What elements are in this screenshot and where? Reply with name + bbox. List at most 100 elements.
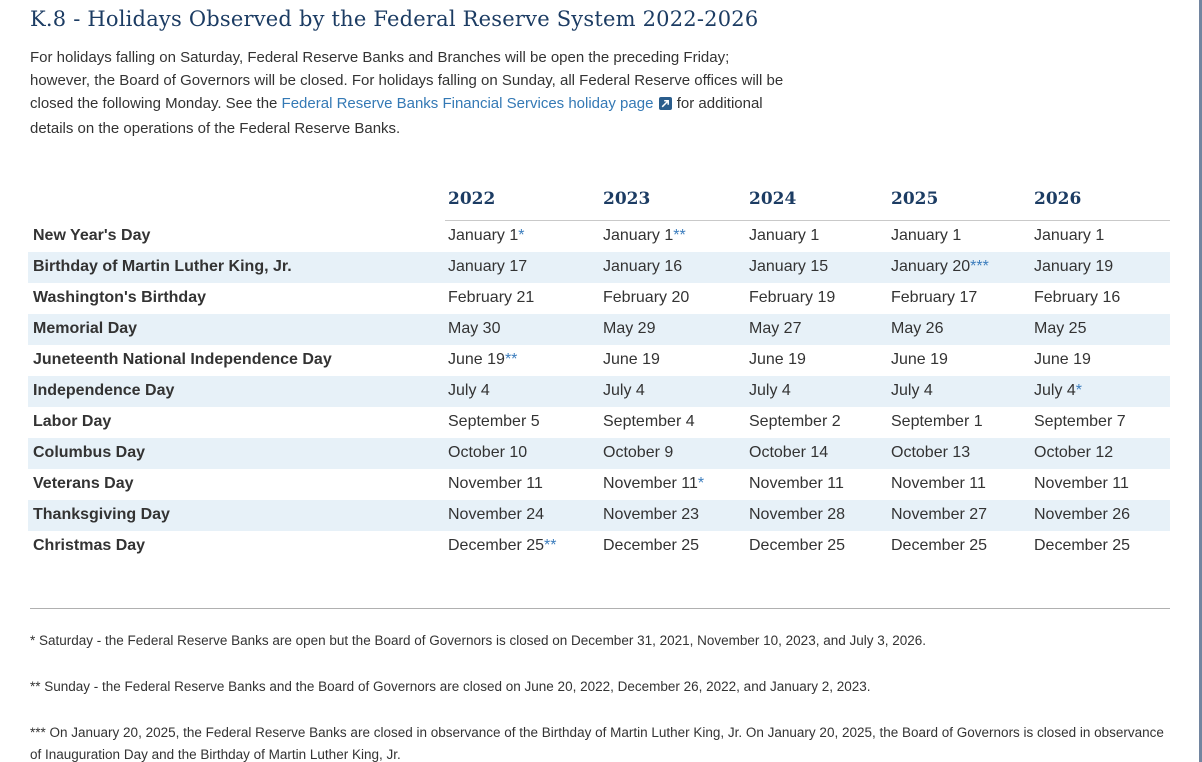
holiday-date-cell: January 1* [445, 221, 600, 252]
holiday-name-cell: Memorial Day [33, 320, 138, 337]
table-row: Veterans Day November 11 November 11* No… [28, 469, 1170, 500]
holiday-name-cell: Independence Day [33, 382, 175, 399]
intro-text-after-link: for additional details on the operations… [30, 95, 763, 137]
date-text: January 1 [448, 227, 519, 245]
holiday-date-cell: July 4 [891, 382, 933, 399]
footnote-marker-link[interactable]: * [1075, 382, 1083, 399]
intro-text: For holidays falling on Saturday, Federa… [30, 46, 792, 140]
holiday-name-cell: Labor Day [33, 413, 112, 430]
footnote-marker-link[interactable]: * [697, 475, 705, 492]
holiday-name-cell: Christmas Day [33, 537, 146, 554]
page-title: K.8 - Holidays Observed by the Federal R… [30, 7, 759, 31]
table-row: Washington's Birthday February 21 Februa… [28, 283, 1170, 314]
holiday-date-cell: October 13 [891, 444, 971, 461]
date-text: January 1 [603, 227, 674, 245]
footnote-marker-link[interactable]: * [518, 227, 525, 245]
holiday-date-cell: December 25 [749, 537, 846, 554]
year-column-header: 2026 [1031, 189, 1170, 221]
table-row: Thanksgiving Day November 24 November 23… [28, 499, 1170, 531]
holiday-date-cell: December 25 [891, 537, 988, 554]
holiday-name-cell: Columbus Day [33, 444, 146, 461]
holiday-date-cell: January 19 [1034, 258, 1114, 275]
holiday-date-cell: December 25** [445, 531, 600, 562]
holiday-date-cell: January 15 [749, 258, 829, 275]
holiday-name-cell: Juneteenth National Independence Day [33, 351, 332, 368]
holiday-date-cell: June 19 [1034, 351, 1091, 368]
year-column-header: 2022 [445, 189, 600, 221]
holiday-date-cell: January 1 [749, 227, 820, 245]
scrollbar[interactable] [1199, 0, 1202, 762]
date-text: November 11 [603, 475, 698, 492]
table-row: Juneteenth National Independence Day Jun… [28, 345, 1170, 376]
holiday-date-cell: November 28 [749, 506, 846, 523]
footnote-inauguration: *** On January 20, 2025, the Federal Res… [30, 724, 1164, 762]
date-text: June 19 [448, 351, 505, 368]
holiday-name-cell: Washington's Birthday [33, 289, 206, 306]
holiday-date-cell: January 1 [1034, 227, 1105, 245]
holiday-name-cell: Birthday of Martin Luther King, Jr. [33, 258, 292, 275]
table-row: New Year's Day January 1* January 1** Ja… [28, 221, 1170, 252]
footnote-saturday: * Saturday - the Federal Reserve Banks a… [30, 632, 927, 648]
year-column-header: 2025 [888, 189, 1031, 221]
holiday-date-cell: November 11 [891, 475, 986, 492]
holiday-date-cell: January 20*** [888, 252, 1031, 283]
footnote-marker-link[interactable]: *** [970, 258, 989, 275]
footnote-marker-link[interactable]: ** [544, 537, 557, 554]
holiday-date-cell: September 7 [1034, 413, 1126, 430]
table-row: Memorial Day May 30 May 29 May 27 May 26… [28, 313, 1170, 345]
holiday-date-cell: December 25 [1034, 537, 1131, 554]
holiday-date-cell: October 9 [603, 444, 674, 461]
holiday-date-cell: February 19 [749, 289, 836, 306]
year-column-header: 2024 [746, 189, 888, 221]
intro-text-before-link: For holidays falling on Saturday, Federa… [30, 49, 784, 112]
holiday-date-cell: September 1 [891, 413, 983, 430]
holiday-date-cell: September 4 [603, 413, 695, 430]
holiday-page-link-label: Federal Reserve Banks Financial Services… [281, 95, 654, 112]
holiday-date-cell: May 27 [749, 320, 802, 337]
holiday-date-cell: July 4 [448, 382, 490, 399]
holiday-date-cell: February 17 [891, 289, 978, 306]
holiday-date-cell: July 4 [749, 382, 791, 399]
holiday-page-link[interactable]: Federal Reserve Banks Financial Services… [282, 95, 673, 112]
holiday-date-cell: February 21 [448, 289, 535, 306]
holiday-date-cell: October 10 [448, 444, 528, 461]
holiday-date-cell: July 4* [1031, 376, 1170, 407]
holiday-date-cell: January 17 [448, 258, 528, 275]
holiday-date-cell: September 5 [448, 413, 540, 430]
holiday-name-cell: New Year's Day [33, 227, 151, 244]
holiday-date-cell: January 16 [603, 258, 683, 275]
holiday-date-cell: November 24 [448, 506, 545, 523]
footnote-marker-link[interactable]: ** [673, 227, 686, 245]
holiday-date-cell: November 11 [448, 475, 543, 492]
holiday-date-cell: June 19 [749, 351, 806, 368]
holiday-name-cell: Thanksgiving Day [33, 506, 170, 523]
holiday-date-cell: May 25 [1034, 320, 1087, 337]
holiday-date-cell: November 11* [600, 469, 746, 500]
table-row: Labor Day September 5 September 4 Septem… [28, 407, 1170, 438]
holiday-date-cell: September 2 [749, 413, 841, 430]
holiday-name-header [28, 189, 445, 221]
date-text: December 25 [448, 537, 545, 554]
holiday-name-cell: Veterans Day [33, 475, 134, 492]
holiday-date-cell: October 14 [749, 444, 829, 461]
date-text: January 20 [891, 258, 971, 275]
footnote-sunday: ** Sunday - the Federal Reserve Banks an… [30, 678, 871, 694]
holiday-date-cell: May 26 [891, 320, 944, 337]
holiday-date-cell: June 19 [891, 351, 948, 368]
external-link-icon[interactable] [658, 94, 672, 117]
holiday-date-cell: June 19** [445, 345, 600, 376]
table-row: Birthday of Martin Luther King, Jr. Janu… [28, 251, 1170, 283]
footnote-marker-link[interactable]: ** [504, 351, 518, 368]
holiday-date-cell: November 27 [891, 506, 988, 523]
year-column-header: 2023 [600, 189, 746, 221]
holiday-date-cell: November 23 [603, 506, 700, 523]
holiday-date-cell: February 16 [1034, 289, 1121, 306]
holiday-date-cell: January 1 [891, 227, 962, 245]
holiday-date-cell: November 26 [1034, 506, 1131, 523]
table-row: Columbus Day October 10 October 9 Octobe… [28, 437, 1170, 469]
holiday-date-cell: May 30 [448, 320, 501, 337]
holiday-date-cell: June 19 [603, 351, 660, 368]
table-row: Independence Day July 4 July 4 July 4 Ju… [28, 375, 1170, 407]
